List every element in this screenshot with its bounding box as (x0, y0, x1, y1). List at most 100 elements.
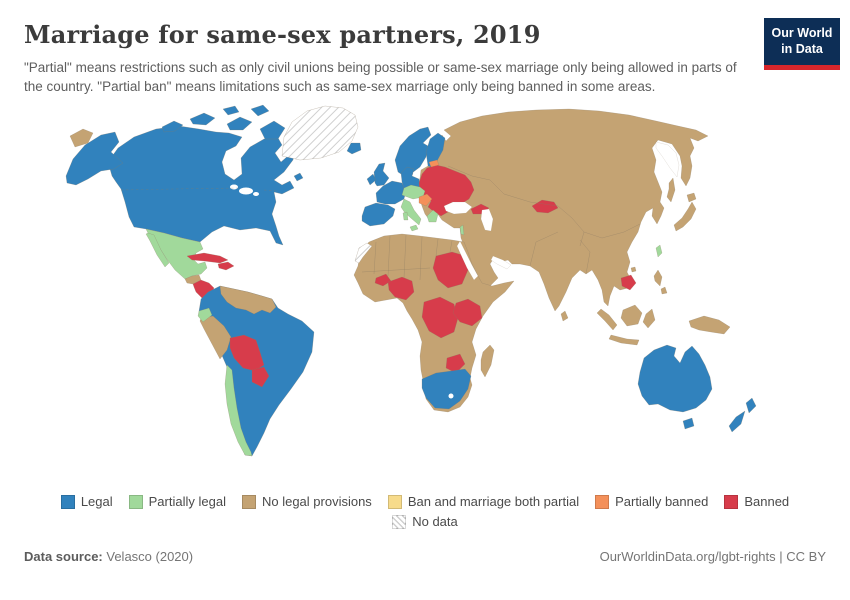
region-estonia[interactable] (428, 160, 440, 168)
footer-url[interactable]: OurWorldinData.org/lgbt-rights (599, 549, 776, 565)
legend-label-legal: Legal (80, 494, 113, 510)
region-sulawesi[interactable] (642, 309, 656, 329)
region-tasmania[interactable] (682, 418, 695, 430)
legend-label-no_data: No data (412, 514, 458, 530)
region-baja-california[interactable] (145, 233, 170, 268)
black-sea (443, 202, 473, 215)
footer-separator: | (775, 549, 787, 565)
legend-item-no_legal_provisions: No legal provisions (241, 494, 372, 510)
region-madagascar[interactable] (480, 345, 495, 378)
region-sudan[interactable] (432, 252, 469, 289)
legend-swatch-no_data (392, 514, 407, 529)
region-italy[interactable] (400, 199, 422, 226)
region-nigeria[interactable] (387, 277, 415, 301)
logo-line-2: in Data (781, 42, 823, 57)
region-paraguay[interactable] (251, 367, 270, 388)
legend-item-no_data: No data (392, 514, 458, 529)
legend-item-partially_banned: Partially banned (595, 494, 708, 509)
legend: Legal Partially legal No legal provisions B… (35, 494, 815, 529)
chart-footer: Data source: Velasco (2020) OurWorldinDa… (24, 549, 826, 564)
region-new-zealand-south[interactable] (728, 411, 746, 433)
region-philippines-south[interactable] (660, 287, 668, 295)
lesotho (448, 393, 454, 399)
region-israel[interactable] (459, 225, 465, 236)
legend-label-partially_legal: Partially legal (148, 494, 226, 510)
region-greenland[interactable] (281, 106, 359, 161)
region-ecuador[interactable] (197, 308, 213, 323)
legend-item-legal: Legal (60, 494, 113, 510)
region-peru[interactable] (199, 316, 232, 360)
region-sakhalin[interactable] (666, 178, 676, 203)
region-new-guinea[interactable] (688, 316, 731, 335)
region-venezuela-guyanas[interactable] (219, 286, 277, 315)
legend-swatch-banned (724, 494, 739, 509)
region-sicily[interactable] (409, 225, 419, 232)
region-iceland[interactable] (346, 143, 362, 155)
region-java[interactable] (608, 335, 640, 346)
region-baffin-island[interactable] (259, 121, 286, 140)
chart-header: Marriage for same-sex partners, 2019 Our… (24, 18, 840, 70)
region-hainan[interactable] (630, 267, 637, 273)
us-canada-border (120, 188, 278, 192)
region-hokkaido[interactable] (686, 193, 697, 203)
region-arctic-island-4[interactable] (226, 117, 253, 131)
region-sardinia[interactable] (402, 212, 409, 221)
region-bolivia[interactable] (229, 335, 265, 372)
region-ireland[interactable] (366, 174, 377, 186)
region-zimbabwe[interactable] (445, 354, 466, 374)
region-uganda-kenya[interactable] (452, 299, 483, 327)
region-arctic-island-1[interactable] (161, 121, 184, 133)
logo-line-1: Our World (771, 26, 833, 40)
region-mexico[interactable] (145, 229, 208, 280)
region-japan[interactable] (673, 202, 697, 232)
footer-license-label: CC BY (786, 549, 826, 565)
region-croatia-hungary[interactable] (418, 194, 433, 207)
legend-label-ban_marriage_partial: Ban and marriage both partial (407, 494, 580, 510)
region-canada-usa[interactable] (107, 126, 297, 246)
region-borneo[interactable] (620, 305, 643, 327)
region-philippines-north[interactable] (653, 270, 663, 287)
asia-borders (447, 166, 641, 275)
region-new-zealand-north[interactable] (745, 398, 757, 414)
region-south-africa[interactable] (421, 369, 472, 410)
red-sea (456, 241, 479, 281)
region-central-europe[interactable] (401, 185, 426, 200)
region-united-kingdom[interactable] (373, 163, 390, 187)
region-scandinavia[interactable] (394, 127, 432, 177)
region-cuba[interactable] (186, 253, 229, 264)
legend-swatch-legal (60, 494, 75, 509)
region-arctic-island-3[interactable] (222, 106, 240, 116)
region-chile[interactable] (224, 365, 253, 457)
legend-swatch-partially_legal (128, 494, 143, 509)
data-source-value: Velasco (2020) (106, 549, 194, 565)
region-australia[interactable] (637, 345, 713, 413)
owid-logo: Our World in Data (764, 18, 840, 70)
africa-borders (361, 235, 453, 281)
world-map[interactable] (24, 98, 850, 490)
region-dr-congo[interactable] (421, 297, 459, 339)
legend-swatch-partially_banned (595, 494, 610, 509)
region-cambodia[interactable] (620, 275, 637, 291)
region-iberia[interactable] (361, 203, 396, 227)
caspian-sea (480, 209, 494, 232)
legend-swatch-no_legal_provisions (241, 494, 256, 509)
great-lake-3 (253, 192, 259, 197)
footer-license: OurWorldinData.org/lgbt-rights | CC BY (600, 549, 826, 564)
legend-label-partially_banned: Partially banned (615, 494, 709, 510)
region-hispaniola[interactable] (217, 262, 235, 271)
region-newfoundland[interactable] (293, 173, 304, 182)
region-sumatra[interactable] (596, 309, 618, 331)
region-greece[interactable] (426, 210, 439, 223)
region-arctic-island-2[interactable] (189, 113, 216, 126)
region-alaska[interactable] (65, 132, 124, 186)
legend-swatch-ban_marriage_partial (387, 494, 402, 509)
region-chukotka[interactable] (69, 129, 94, 148)
region-taiwan[interactable] (655, 245, 663, 258)
legend-label-no_legal_provisions: No legal provisions (261, 494, 372, 510)
region-western-sahara[interactable] (354, 243, 373, 264)
legend-item-banned: Banned (724, 494, 789, 509)
region-sri-lanka[interactable] (560, 311, 569, 322)
page-title: Marriage for same-sex partners, 2019 (24, 20, 541, 49)
region-burkina-faso[interactable] (374, 274, 392, 287)
region-arctic-island-5[interactable] (250, 105, 270, 117)
